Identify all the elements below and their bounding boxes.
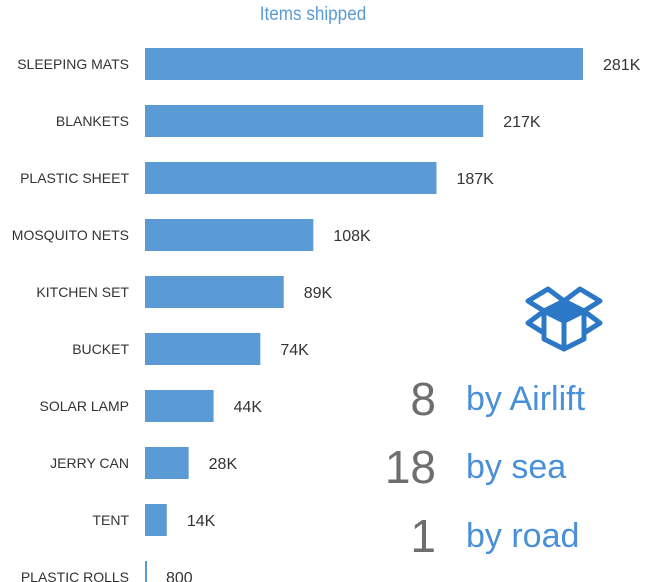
bar: [145, 276, 284, 308]
shipment-mode: by sea: [466, 447, 567, 486]
shipment-road: 1 by road: [346, 506, 626, 566]
shipment-airlift: 8 by Airlift: [346, 369, 626, 429]
shipment-count: 8: [410, 373, 436, 425]
shipment-count: 1: [410, 510, 436, 562]
data-label: 800: [166, 570, 193, 582]
category-label: KITCHEN SET: [36, 284, 129, 300]
category-label: PLASTIC ROLLS: [21, 569, 129, 582]
bar: [145, 561, 147, 582]
data-label: 14K: [187, 513, 216, 530]
category-label: BUCKET: [72, 341, 129, 357]
data-label: 44K: [234, 399, 263, 416]
shipment-mode: by Airlift: [466, 379, 586, 418]
category-label: JERRY CAN: [50, 455, 129, 471]
category-label: TENT: [92, 512, 129, 528]
data-label: 281K: [603, 57, 641, 74]
data-label: 217K: [503, 114, 541, 131]
bar: [145, 390, 214, 422]
category-label: PLASTIC SHEET: [20, 170, 129, 186]
open-box-icon: [525, 286, 603, 352]
bar: [145, 333, 261, 365]
bar: [145, 105, 484, 137]
category-label: BLANKETS: [56, 113, 129, 129]
bar: [145, 219, 314, 251]
data-label: 89K: [304, 285, 333, 302]
data-label: 187K: [456, 171, 494, 188]
shipment-sea: 18 by sea: [346, 437, 626, 497]
bar: [145, 162, 437, 194]
category-label: MOSQUITO NETS: [12, 227, 129, 243]
shipment-count: 18: [384, 441, 436, 493]
data-label: 108K: [333, 228, 371, 245]
data-label: 74K: [280, 342, 309, 359]
bar: [145, 447, 189, 479]
category-label: SLEEPING MATS: [17, 56, 129, 72]
chart-title: Items shipped: [259, 4, 367, 25]
bar: [145, 504, 167, 536]
shipment-mode: by road: [466, 516, 580, 555]
data-label: 28K: [209, 456, 238, 473]
bar: [145, 48, 583, 80]
category-label: SOLAR LAMP: [40, 398, 129, 414]
